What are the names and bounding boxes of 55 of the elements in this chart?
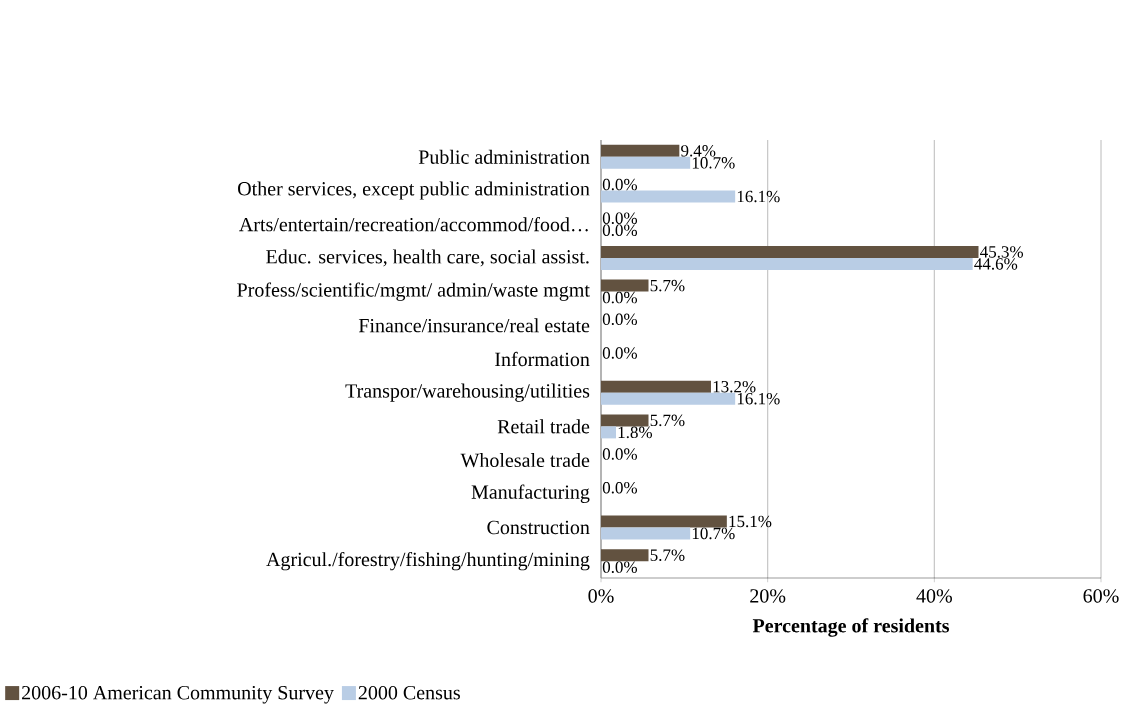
y-tick-label: Transpor/warehousing/utilities — [345, 383, 590, 402]
bar — [601, 190, 736, 203]
x-tick-label: 20% — [750, 589, 786, 603]
data-label: 9.4% — [681, 145, 716, 157]
bar — [601, 527, 691, 540]
y-tick-label: Manufacturing — [471, 484, 590, 503]
y-tick-label: Construction — [487, 520, 590, 535]
y-tick-label: Public administration — [418, 149, 590, 164]
y-tick-label: Wholesale trade — [460, 452, 590, 468]
data-label: 10.7% — [692, 157, 735, 169]
bar — [601, 279, 649, 292]
data-label: 1.8% — [618, 426, 653, 439]
data-label: 15.1% — [729, 515, 772, 528]
data-label: 10.7% — [692, 527, 735, 540]
data-label: 5.7% — [650, 414, 685, 427]
y-tick-label: Other services, except public administration — [238, 181, 590, 200]
data-label: 5.7% — [650, 279, 685, 292]
data-label: 0.0% — [602, 481, 638, 494]
bar — [601, 426, 616, 439]
data-label: 0.0% — [602, 291, 638, 304]
data-label: 16.1% — [737, 392, 780, 405]
bar — [601, 257, 973, 270]
legend-label: 2000 Census — [358, 685, 460, 700]
bar — [601, 549, 649, 562]
y-tick-label: Educ. services, health care, social assist. — [266, 249, 589, 267]
bar — [601, 380, 711, 393]
y-tick-label: Agricul./forestry/fishing/hunting/mining — [266, 551, 590, 571]
data-label: 45.3% — [980, 246, 1024, 258]
bar — [601, 414, 649, 427]
data-label: 44.6% — [974, 258, 1018, 270]
bar — [601, 515, 727, 528]
data-label: 0.0% — [602, 561, 638, 573]
y-tick-label: Profess/scientific/mgmt/ admin/waste mgmt — [237, 282, 590, 301]
y-tick-label: Retail trade — [497, 419, 590, 434]
data-label: 0.0% — [602, 448, 638, 460]
data-label: 0.0% — [602, 224, 638, 236]
data-label: 0.0% — [602, 178, 638, 191]
legend-label: 2006-10 American Community Survey — [22, 685, 334, 704]
bar — [601, 392, 736, 405]
data-label: 16.1% — [737, 190, 780, 203]
data-label: 0.0% — [602, 313, 638, 326]
data-label: 0.0% — [602, 212, 638, 224]
bar — [601, 156, 691, 169]
bar — [601, 144, 680, 157]
bar — [601, 245, 979, 258]
x-tick-label: 60% — [1083, 589, 1119, 603]
x-tick-label: 0% — [588, 589, 614, 603]
data-label: 5.7% — [650, 549, 685, 561]
y-tick-label: Arts/entertain/recreation/accommod/food… — [239, 217, 588, 232]
x-axis-title: Percentage of residents — [752, 618, 950, 637]
x-tick-label: 40% — [916, 589, 952, 603]
y-tick-label: Information — [495, 351, 590, 367]
y-tick-label: Finance/insurance/real estate — [358, 318, 590, 333]
data-label: 13.2% — [713, 380, 756, 393]
data-label: 0.0% — [602, 347, 638, 359]
